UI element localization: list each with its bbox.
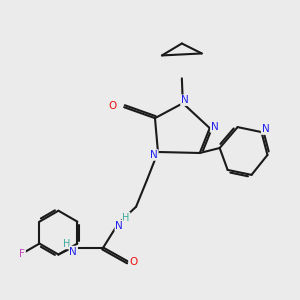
Text: H: H — [122, 213, 130, 223]
Text: N: N — [70, 247, 77, 256]
Text: N: N — [211, 122, 219, 132]
Text: H: H — [63, 238, 70, 249]
Text: N: N — [150, 150, 158, 160]
Text: N: N — [115, 220, 123, 231]
Text: N: N — [262, 124, 269, 134]
Text: O: O — [108, 101, 116, 111]
Text: N: N — [181, 95, 189, 105]
Text: O: O — [129, 257, 137, 268]
Text: F: F — [19, 248, 25, 259]
